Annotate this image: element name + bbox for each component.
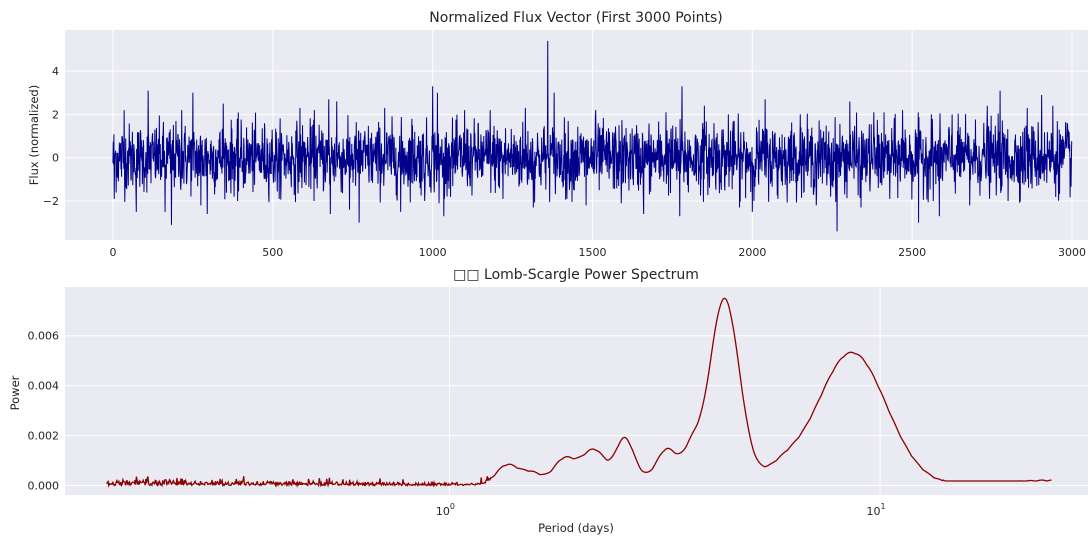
flux-ytick-label: 2	[52, 108, 59, 121]
spectrum-ytick-label: 0.002	[28, 430, 60, 443]
flux-xtick-label: 2500	[898, 246, 926, 259]
spectrum-xlabel: Period (days)	[538, 521, 614, 535]
flux-ylabel: Flux (normalized)	[27, 85, 41, 185]
flux-xtick-label: 0	[109, 246, 116, 259]
flux-xtick-label: 1000	[419, 246, 447, 259]
spectrum-ytick-label: 0.004	[28, 380, 60, 393]
flux-xtick-label: 3000	[1058, 246, 1086, 259]
spectrum-ytick-label: 0.006	[28, 330, 60, 343]
spectrum-xtick-label: 101	[867, 502, 886, 518]
flux-xtick-label: 500	[262, 246, 283, 259]
spectrum-ytick-label: 0.000	[28, 480, 60, 493]
flux-title: Normalized Flux Vector (First 3000 Point…	[429, 10, 722, 26]
spectrum-title: □□ Lomb-Scargle Power Spectrum	[453, 267, 699, 283]
flux-ytick-label: 0	[52, 152, 59, 165]
spectrum-ylabel: Power	[8, 375, 22, 410]
flux-xtick-label: 1500	[578, 246, 606, 259]
flux-ytick-label: 4	[52, 65, 59, 78]
flux-panel: 0 500 1000 1500 2000 2500 3000 −2 0 2 4 Normalized…	[27, 10, 1088, 259]
spectrum-xtick-label: 100	[436, 502, 455, 518]
flux-plot-area	[65, 30, 1088, 240]
spectrum-plot-area	[65, 287, 1088, 495]
spectrum-line	[106, 297, 1052, 488]
flux-xtick-label: 2000	[738, 246, 766, 259]
spectrum-grid	[65, 287, 1088, 495]
spectrum-panel: 100 101 0.000 0.002 0.004 0.006 □□ Lomb-Scarg…	[8, 267, 1088, 535]
flux-line	[112, 40, 1073, 232]
flux-ytick-label: −2	[43, 195, 59, 208]
flux-ticks: 0 500 1000 1500 2000 2500 3000 −2 0 2 4	[43, 65, 1086, 259]
spectrum-ticks: 100 101 0.000 0.002 0.004 0.006	[28, 330, 886, 518]
